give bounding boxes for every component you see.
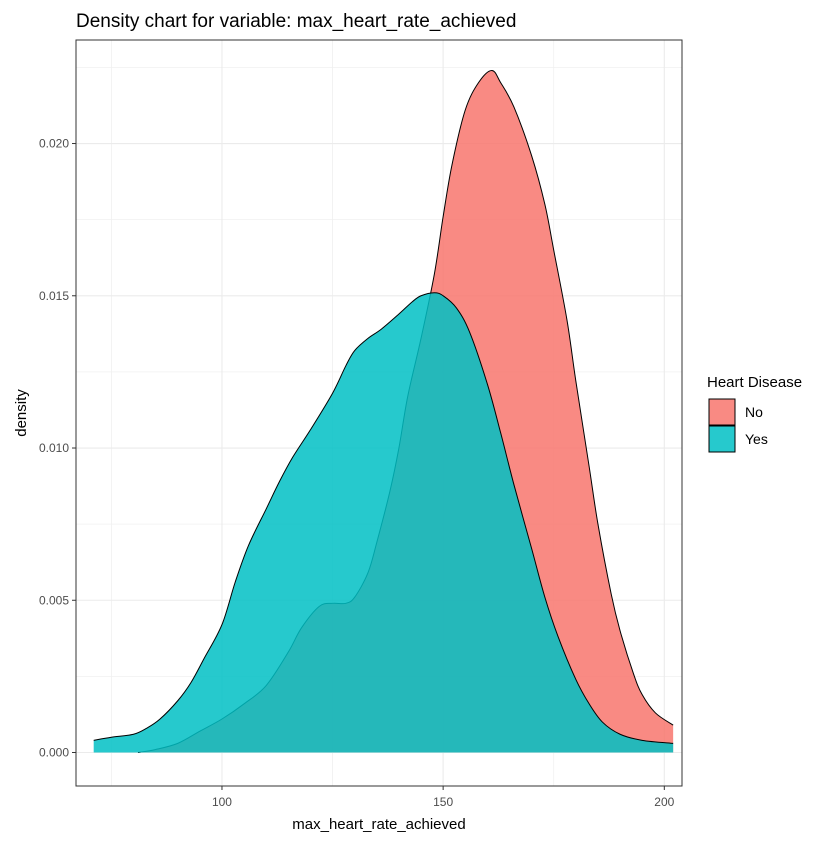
legend-label-no: No [745,404,763,420]
legend-key-no [708,398,736,426]
chart-title: Density chart for variable: max_heart_ra… [76,11,516,32]
legend-key-yes [708,425,736,453]
legend-items: No Yes [708,398,768,453]
density-areas [93,69,674,754]
legend-title: Heart Disease [707,374,802,391]
x-tick-label: 150 [433,795,453,809]
density-area-yes [93,292,674,753]
panel-border [75,39,683,787]
x-axis-label: max_heart_rate_achieved [292,816,465,833]
y-tick-label: 0.015 [39,289,69,303]
y-tick-label: 0.010 [39,441,69,455]
x-tick-label: 200 [654,795,674,809]
y-axis-label: density [13,389,30,437]
y-tick-label: 0.005 [39,593,69,607]
x-axis: 100 150 200 [212,786,675,809]
y-tick-label: 0.020 [39,137,69,151]
legend: Heart Disease No Yes [707,374,802,453]
y-tick-label: 0.000 [39,746,69,760]
x-tick-label: 100 [212,795,232,809]
y-axis: 0.000 0.005 0.010 0.015 0.020 [39,137,76,760]
density-outline-yes [93,292,674,744]
legend-label-yes: Yes [745,431,768,447]
